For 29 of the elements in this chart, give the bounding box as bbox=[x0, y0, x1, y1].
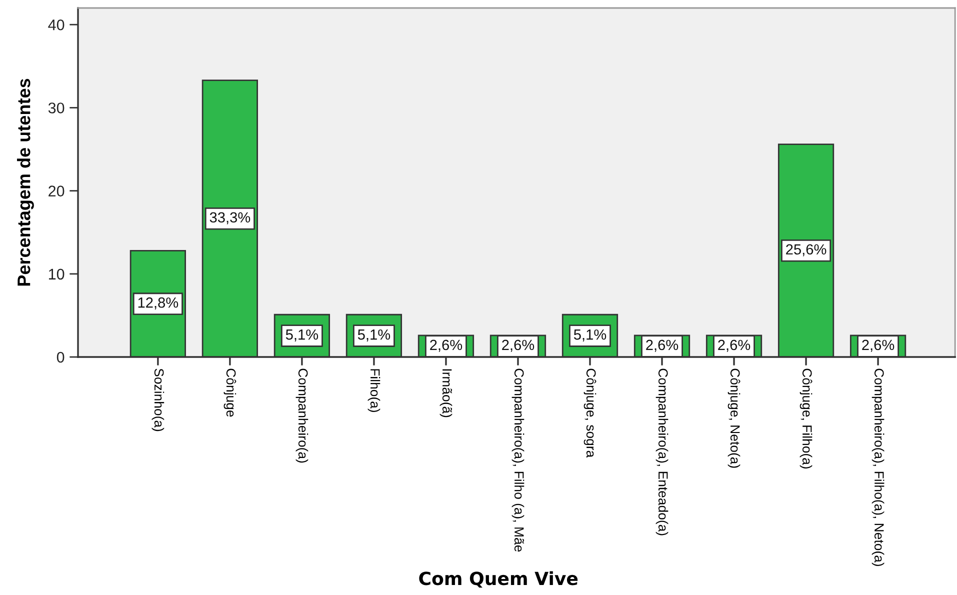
data-label: 5,1% bbox=[358, 329, 390, 342]
x-tick-label: Companheiro(a), Filho (a), Mãe bbox=[512, 368, 524, 552]
y-tick-label: 30 bbox=[48, 102, 64, 114]
y-axis-title: Percentagem de utentes bbox=[17, 78, 34, 286]
x-tick-label: Companheiro(a) bbox=[296, 368, 308, 463]
data-label: 5,1% bbox=[286, 329, 318, 342]
y-tick-label: 10 bbox=[48, 268, 64, 280]
x-tick-label: Cônjuge, Filho(a) bbox=[800, 368, 812, 468]
x-axis-title: Com Quem Vive bbox=[419, 571, 578, 588]
x-tick-label: Sozinho(a) bbox=[152, 368, 164, 432]
x-tick-label: Cônjuge, Neto(a) bbox=[728, 368, 740, 468]
data-label: 5,1% bbox=[574, 329, 606, 342]
x-tick-label: Companheiro(a), Enteado(a) bbox=[656, 368, 668, 536]
y-tick-label: 40 bbox=[48, 19, 64, 30]
x-tick-label: Cônjuge bbox=[224, 368, 236, 417]
data-label: 2,6% bbox=[718, 340, 750, 352]
data-label: 12,8% bbox=[138, 297, 178, 310]
data-label: 2,6% bbox=[430, 340, 462, 352]
x-tick-label: Irmão(ã) bbox=[440, 369, 452, 418]
data-label: 33,3% bbox=[210, 212, 250, 224]
data-label: 25,6% bbox=[786, 244, 826, 256]
y-tick-label: 20 bbox=[48, 186, 64, 196]
x-tick-label: Cônjuge, sogra bbox=[584, 368, 596, 458]
data-label: 2,6% bbox=[646, 340, 678, 352]
x-tick-label: Filho(a) bbox=[368, 369, 380, 412]
y-tick-label: 0 bbox=[56, 352, 64, 363]
x-tick-label: Companheiro(a), Filho(a), Neto(a) bbox=[872, 368, 884, 566]
data-label: 2,6% bbox=[862, 340, 894, 352]
data-label: 2,6% bbox=[502, 340, 534, 352]
